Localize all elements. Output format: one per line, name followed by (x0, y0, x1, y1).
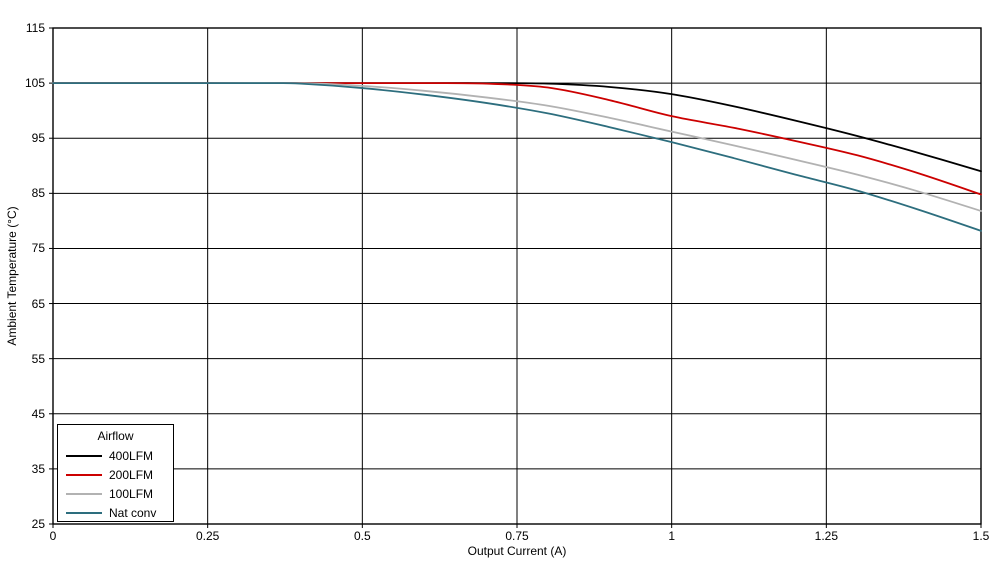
legend-entry-label: 400LFM (109, 448, 154, 463)
plot-border (52, 27, 982, 525)
legend-entry-label: Nat conv (109, 505, 157, 520)
y-tick-label: 45 (31, 406, 45, 421)
y-tick-label: 115 (25, 21, 45, 35)
y-tick-label: 55 (31, 351, 45, 366)
x-axis-label: Output Current (A) (467, 544, 567, 558)
y-tick-label: 35 (31, 461, 45, 476)
y-tick-label: 95 (31, 131, 45, 146)
y-tick-label: 65 (31, 296, 45, 311)
y-tick-label: 105 (24, 76, 45, 91)
legend-line-swatch (66, 473, 102, 476)
x-tick-label: 1.25 (814, 529, 839, 543)
series-line-nat-conv (52, 82, 982, 232)
legend-title: Airflow (97, 429, 134, 443)
legend-entry-label: 100LFM (109, 486, 154, 501)
legend-entry: 400LFM (58, 446, 173, 465)
x-tick-label: 0 (49, 529, 57, 543)
y-tick-label: 85 (31, 186, 45, 201)
y-tick-label: 25 (31, 517, 45, 531)
legend: Airflow 400LFM 200LFM 100LFM Nat conv (57, 424, 174, 522)
legend-line-swatch (66, 454, 102, 457)
legend-entry: 200LFM (58, 465, 173, 484)
x-tick-label: 1 (668, 529, 675, 543)
legend-entries: 400LFM 200LFM 100LFM Nat conv (58, 446, 173, 522)
legend-entry: Nat conv (58, 503, 173, 522)
y-tick-label: 75 (31, 241, 45, 256)
x-tick-label: 0.75 (505, 529, 529, 543)
legend-line-swatch (66, 511, 102, 514)
legend-entry-label: 200LFM (109, 467, 154, 482)
x-tick-label: 1.5 (972, 529, 990, 543)
x-tick-label: 0.5 (353, 529, 371, 543)
legend-line-swatch (66, 492, 102, 495)
x-tick-label: 0.25 (195, 529, 220, 543)
y-axis-label: Ambient Temperature (°C) (5, 206, 19, 346)
legend-entry: 100LFM (58, 484, 173, 503)
